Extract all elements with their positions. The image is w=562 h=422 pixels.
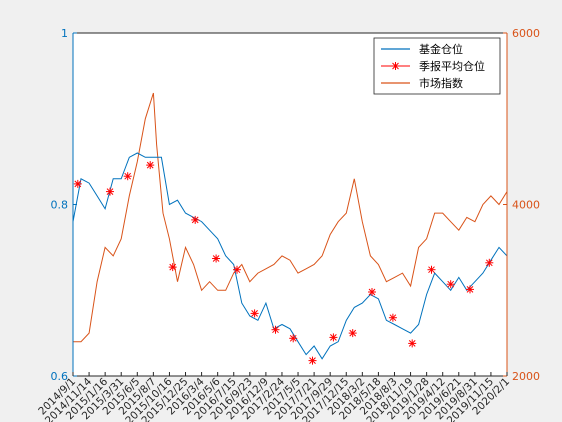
quarterly-marker	[212, 254, 221, 263]
quarterly-marker	[446, 280, 455, 289]
quarterly-marker	[308, 356, 317, 365]
quarterly-marker	[485, 258, 494, 267]
series-line-index	[73, 92, 508, 343]
quarterly-marker	[73, 179, 82, 188]
right-tick-label: 4000	[512, 199, 540, 212]
right-tick-label: 2000	[512, 370, 540, 383]
left-tick-label: 1	[61, 27, 68, 40]
left-tick-label: 0.6	[51, 370, 69, 383]
legend-label-fund: 基金仓位	[419, 42, 463, 56]
quarterly-marker	[427, 265, 436, 274]
quarterly-marker	[123, 172, 132, 181]
legend-label-quarterly: 季报平均仓位	[419, 59, 485, 73]
quarterly-marker	[466, 285, 474, 294]
quarterly-marker	[408, 339, 417, 348]
quarterly-marker	[168, 263, 177, 272]
quarterly-marker	[233, 265, 241, 274]
quarterly-marker	[191, 215, 200, 224]
quarterly-marker	[329, 333, 338, 342]
legend-label-index: 市场指数	[419, 76, 463, 90]
left-tick-label: 0.8	[51, 199, 69, 212]
quarterly-marker	[289, 334, 298, 343]
quarterly-marker	[250, 309, 259, 318]
legend: 基金仓位 季报平均仓位 市场指数	[373, 37, 501, 95]
quarterly-marker	[106, 187, 114, 196]
right-tick-label: 6000	[512, 27, 540, 40]
legend-swatch-quarterly-marker	[391, 62, 400, 70]
series-layer	[72, 92, 508, 365]
quarterly-marker	[368, 288, 376, 296]
series-line-fund	[72, 152, 508, 360]
quarterly-marker	[146, 161, 155, 170]
quarterly-marker	[271, 325, 280, 334]
quarterly-marker	[348, 329, 357, 338]
quarterly-marker	[388, 313, 397, 322]
